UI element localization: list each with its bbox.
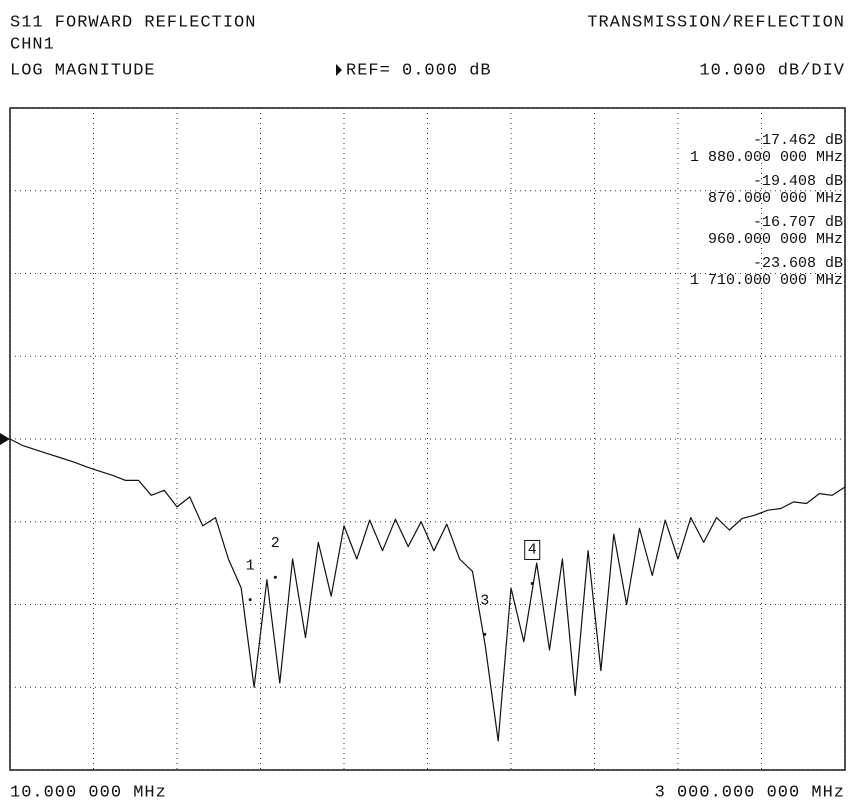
readout-value: -16.707 dB — [753, 214, 843, 231]
marker-label: 4 — [528, 541, 537, 558]
channel-label: CHN1 — [10, 35, 55, 54]
marker-point — [530, 581, 534, 585]
ref-pointer — [336, 64, 342, 76]
readout-frequency: 960.000 000 MHz — [708, 231, 843, 248]
format-label: LOG MAGNITUDE — [10, 61, 156, 80]
readout-value: -17.462 dB — [753, 132, 843, 149]
mode-label: TRANSMISSION/REFLECTION — [587, 13, 845, 32]
marker-label: 2 — [271, 535, 280, 552]
stop-label: 3 000.000 000 MHz — [655, 783, 845, 802]
marker-point — [273, 575, 277, 579]
ref-arrow — [0, 433, 10, 445]
readout-frequency: 870.000 000 MHz — [708, 190, 843, 207]
start-label: 10.000 000 MHz — [10, 783, 167, 802]
readout-frequency: 1 710.000 000 MHz — [690, 272, 843, 289]
scale-label: 10.000 dB/DIV — [699, 61, 845, 80]
marker-label: 3 — [480, 592, 489, 609]
readout-value: -19.408 dB — [753, 173, 843, 190]
trace — [9, 438, 846, 742]
ref-label: REF= 0.000 dB — [346, 61, 492, 80]
chart-title: S11 FORWARD REFLECTION — [10, 13, 256, 32]
marker-point — [248, 598, 252, 602]
marker-point — [483, 632, 487, 636]
readout-frequency: 1 880.000 000 MHz — [690, 149, 843, 166]
active-marker-box — [524, 539, 541, 560]
marker-label: 1 — [246, 558, 255, 575]
readout-value: -23.608 dB — [753, 255, 843, 272]
